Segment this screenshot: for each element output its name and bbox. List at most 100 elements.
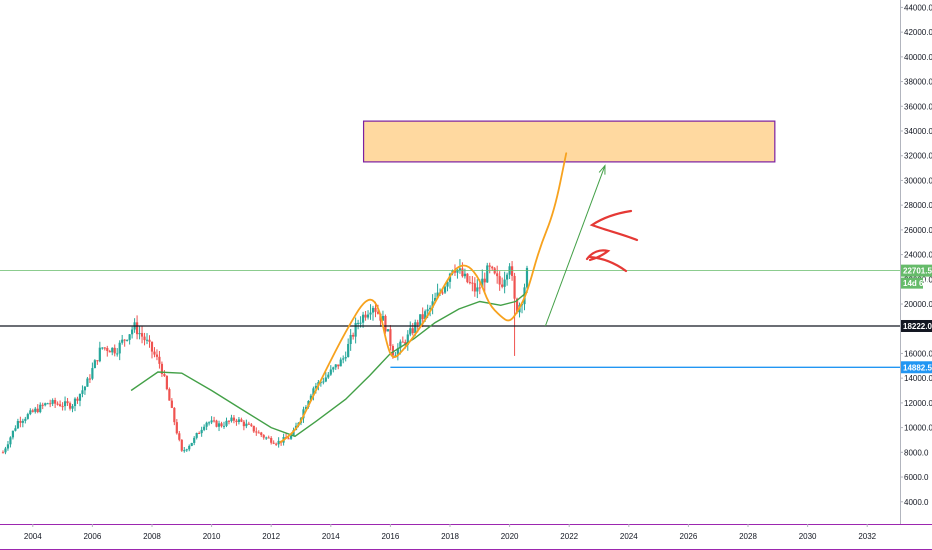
candle-body bbox=[327, 374, 330, 378]
x-tick-label: 2016 bbox=[381, 532, 399, 541]
candle-body bbox=[212, 420, 216, 422]
candle-body bbox=[73, 398, 77, 407]
price-tag bbox=[901, 361, 932, 374]
candle-body bbox=[220, 423, 223, 427]
candle-body bbox=[123, 339, 126, 341]
candle-body bbox=[103, 347, 106, 349]
candle-body bbox=[371, 307, 375, 313]
candle-body bbox=[76, 398, 79, 401]
candle-body bbox=[262, 435, 265, 438]
candle-body bbox=[170, 400, 173, 408]
candle-body bbox=[287, 438, 290, 440]
candle-body bbox=[503, 279, 506, 287]
candle-body bbox=[357, 322, 360, 324]
x-tick-label: 2024 bbox=[620, 532, 638, 541]
candle-body bbox=[240, 419, 243, 422]
projection-arrowhead bbox=[598, 164, 606, 175]
candle-body bbox=[168, 389, 171, 401]
candle-body bbox=[416, 322, 419, 325]
candle-body bbox=[101, 347, 104, 349]
candle-body bbox=[208, 422, 211, 424]
x-tick-label: 2032 bbox=[858, 532, 876, 541]
candle-body bbox=[478, 287, 481, 289]
y-tick-label: 14000.0 bbox=[904, 374, 932, 383]
hand-mark-lower bbox=[585, 249, 628, 273]
candle-body bbox=[347, 343, 350, 358]
candle-body bbox=[153, 351, 156, 355]
candle-body bbox=[14, 428, 17, 431]
y-tick-label: 8000.0 bbox=[904, 448, 929, 457]
candle-body bbox=[260, 432, 263, 436]
y-tick-label: 6000.0 bbox=[904, 473, 929, 482]
y-tick-label: 30000.0 bbox=[904, 176, 932, 185]
candle-body bbox=[488, 265, 491, 267]
candle-body bbox=[352, 334, 355, 337]
candle-body bbox=[458, 268, 462, 270]
candle-body bbox=[4, 448, 7, 453]
candle-body bbox=[250, 424, 253, 426]
x-tick-label: 2008 bbox=[143, 532, 161, 541]
candle-body bbox=[185, 449, 188, 451]
x-tick-label: 2020 bbox=[501, 532, 519, 541]
candle-body bbox=[255, 431, 258, 433]
candle-body bbox=[93, 360, 96, 369]
candle-body bbox=[11, 430, 15, 438]
y-tick-label: 12000.0 bbox=[904, 399, 932, 408]
candle-body bbox=[188, 445, 191, 450]
candle-body bbox=[88, 378, 92, 380]
candle-body bbox=[21, 420, 24, 423]
y-tick-label: 24000.0 bbox=[904, 251, 932, 260]
x-tick-label: 2026 bbox=[680, 532, 698, 541]
candle-body bbox=[78, 393, 82, 401]
candle-body bbox=[309, 395, 313, 401]
candle-body bbox=[409, 328, 412, 335]
candle-body bbox=[314, 385, 317, 389]
candle-body bbox=[396, 348, 399, 356]
candle-body bbox=[36, 408, 39, 413]
candle-body bbox=[468, 282, 471, 284]
candle-body bbox=[461, 268, 464, 277]
x-tick-label: 2028 bbox=[739, 532, 757, 541]
candle-body bbox=[491, 266, 494, 269]
candle-body bbox=[344, 357, 347, 359]
candle-body bbox=[66, 401, 69, 404]
candle-body bbox=[31, 410, 34, 412]
y-tick-label: 10000.0 bbox=[904, 424, 932, 433]
candle-body bbox=[9, 437, 12, 445]
candle-body bbox=[19, 421, 22, 423]
candle-body bbox=[366, 314, 370, 318]
candle-body bbox=[150, 341, 154, 352]
candle-body bbox=[173, 407, 176, 423]
candle-body bbox=[83, 386, 87, 391]
y-tick-label: 20000.0 bbox=[904, 300, 932, 309]
candle-body bbox=[34, 408, 37, 412]
candle-body bbox=[140, 333, 144, 337]
candle-body bbox=[252, 425, 255, 432]
candle-body bbox=[510, 266, 514, 276]
candle-body bbox=[165, 376, 168, 390]
candle-body bbox=[51, 400, 54, 404]
candle-body bbox=[198, 433, 201, 435]
candle-body bbox=[63, 401, 67, 407]
candle-body bbox=[235, 420, 238, 423]
moving-average-line bbox=[130, 291, 528, 438]
candle-body bbox=[486, 265, 489, 283]
candle-body bbox=[329, 369, 332, 375]
candle-body bbox=[205, 422, 208, 427]
price-tag-label: 18222.0 bbox=[903, 322, 932, 331]
candle-body bbox=[429, 307, 432, 310]
candle-body bbox=[237, 419, 241, 423]
candle-body bbox=[106, 347, 109, 351]
candle-body bbox=[322, 381, 325, 383]
candle-body bbox=[108, 350, 111, 353]
candle-body bbox=[58, 404, 62, 407]
candle-body bbox=[143, 336, 146, 341]
candle-body bbox=[138, 333, 141, 335]
candle-body bbox=[91, 368, 94, 379]
candle-body bbox=[210, 420, 213, 423]
hand-mark-upper bbox=[589, 209, 639, 242]
candle-body bbox=[160, 363, 164, 374]
candle-body bbox=[501, 284, 504, 287]
candle-body bbox=[56, 403, 59, 405]
